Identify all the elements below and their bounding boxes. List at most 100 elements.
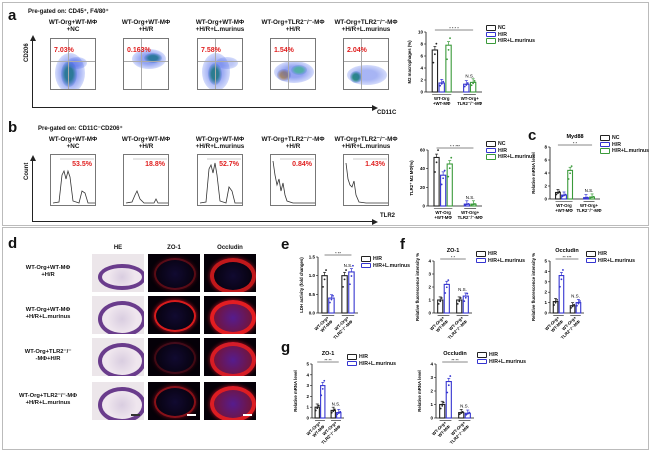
legend-item: H/R+L.murinus [347, 360, 396, 368]
legend-label: H/R+L.murinus [612, 148, 650, 155]
legend-label: H/R [612, 141, 621, 148]
y-tick-label: 4 [428, 259, 431, 264]
zo1-stain-image [148, 382, 200, 420]
row-label-line: -MΦ+H/R [35, 356, 61, 362]
significance-stars: * * [573, 141, 578, 146]
ns-annotation: N.S. [571, 294, 580, 299]
legend-item: H/R [486, 31, 535, 39]
data-point [447, 175, 450, 178]
y-axis-label: LDH activity (fold changes) [299, 257, 304, 313]
y-tick-label: 3 [428, 272, 431, 277]
y-tick-label: 1.5 [309, 255, 316, 260]
occludin-stain-image [204, 382, 256, 420]
y-tick-label: 1 [430, 402, 433, 407]
significance-stars: * * * * [449, 26, 459, 31]
data-point [573, 303, 575, 306]
legend-label: H/R+L.murinus [598, 257, 636, 264]
row-label-line: WT-Org+TLR2⁻/⁻-MΦ [18, 393, 78, 399]
panel-a-x-axis-label: CD11C [377, 110, 397, 116]
quadrant-line [68, 39, 69, 89]
chart-a-m2-macrophages: M2 macrophages (%) 0 2 4 6 8 10 WT-Org +WT-MΦ WT-… [406, 22, 484, 110]
data-point [443, 169, 446, 172]
panel-a-y-axis-label: CD206 [24, 43, 30, 62]
data-point [446, 391, 449, 394]
data-point [472, 82, 475, 85]
row-label-line: WT-Org+WT-MΦ [25, 265, 71, 271]
data-point [435, 161, 438, 164]
group-label-block: WT-Org+WT-MΦ [544, 315, 564, 333]
density-cluster [132, 49, 166, 69]
quadrant-line [344, 61, 388, 62]
legend-swatch [476, 257, 486, 264]
group-label-block: WT-Org+TLR2⁻/⁻-MΦ [458, 210, 483, 220]
top-section-frame [2, 2, 649, 226]
legend-swatch [361, 262, 371, 269]
bar [445, 380, 452, 419]
group-label-block: WT-Org+TLR2⁻/⁻-MΦ [457, 96, 482, 106]
chart-e-ldh: LDH activity (fold changes) 0.0 0.5 1.0 1.5 W… [298, 247, 360, 340]
bar [445, 44, 452, 93]
data-point [471, 203, 473, 206]
data-point [314, 409, 317, 412]
chart-title: Occludin [443, 351, 467, 357]
flow-plot-title-line: +H/R+L.murinus [195, 26, 245, 33]
occludin-stain-image [204, 296, 256, 334]
data-point [459, 297, 462, 299]
legend-g-occludin: H/R H/R+L.murinus [477, 352, 526, 365]
panel-e-label: e [281, 236, 290, 253]
data-point [579, 300, 581, 302]
data-point [322, 285, 324, 288]
data-point [444, 292, 447, 294]
y-axis-label: Relative mRNA level [293, 370, 298, 411]
legend-swatch [477, 358, 487, 365]
bar [348, 271, 355, 314]
y-axis-label: Relative fluorescence intensity % [415, 253, 420, 321]
data-point [472, 203, 475, 206]
legend-e: H/R H/R+L.murinus [361, 256, 410, 269]
group-label: +WT-MΦ [433, 101, 451, 106]
flow-plot-title-line: +H/R+L.murinus [341, 26, 391, 33]
data-point [320, 394, 323, 397]
legend-c: NC H/R H/R+L.murinus [600, 135, 649, 155]
data-point [473, 80, 476, 82]
data-point [439, 407, 442, 410]
data-point [432, 61, 435, 64]
flow-plot-title: WT-Org+WT-MΦ +NC [36, 19, 110, 33]
he-stain-image [92, 338, 144, 376]
legend-swatch [600, 148, 610, 154]
histogram-curve [125, 190, 168, 204]
legend-swatch [486, 25, 496, 31]
data-point [464, 296, 467, 299]
group-label-block: WT-Org+WT-MΦ [434, 210, 452, 220]
bar-chart-svg: M2 macrophages (%)0246810WT-Org+WT-MΦWT-… [407, 26, 483, 107]
data-point [589, 196, 592, 199]
histogram-svg [52, 158, 95, 204]
histogram-plot: 1.43% [343, 154, 389, 206]
legend-label: NC [498, 141, 506, 148]
significance-stars: ** ** [324, 358, 332, 363]
legend-label: H/R+L.murinus [498, 154, 536, 161]
bar [314, 406, 320, 419]
y-tick-label: 20 [420, 185, 426, 190]
data-point [316, 407, 319, 410]
legend-item: NC [600, 135, 649, 142]
data-point [440, 297, 443, 299]
row-label-line: +H/R+L.murinus [25, 314, 71, 320]
legend-item: H/R [477, 352, 526, 359]
data-point [447, 384, 450, 387]
legend-label: H/R [498, 147, 507, 154]
row-label-line: WT-Org+TLR2⁻/⁻ [24, 349, 72, 355]
data-point [450, 156, 453, 159]
chart-g-zo1: ZO-1 Relative mRNA level 0 1 2 3 4 5 WT-Org+ WT-M… [292, 350, 346, 445]
micrograph-row-label: WT-Org+WT-MΦ +H/R [8, 265, 88, 279]
y-tick-label: 60 [420, 148, 426, 153]
density-cluster [55, 53, 85, 89]
flow-plot-title: WT-Org+TLR2⁻/⁻-MΦ +H/R [256, 19, 330, 33]
bar-chart-svg: LDH activity (fold changes) 0.0 0.5 1.0 1.5 W… [299, 251, 358, 340]
data-point [325, 269, 327, 271]
data-point [466, 82, 469, 84]
panel-a-label: a [8, 7, 17, 24]
chart-title: ZO-1 [322, 351, 335, 357]
quadrant-line [51, 61, 95, 62]
legend-item: H/R+L.murinus [476, 257, 525, 265]
